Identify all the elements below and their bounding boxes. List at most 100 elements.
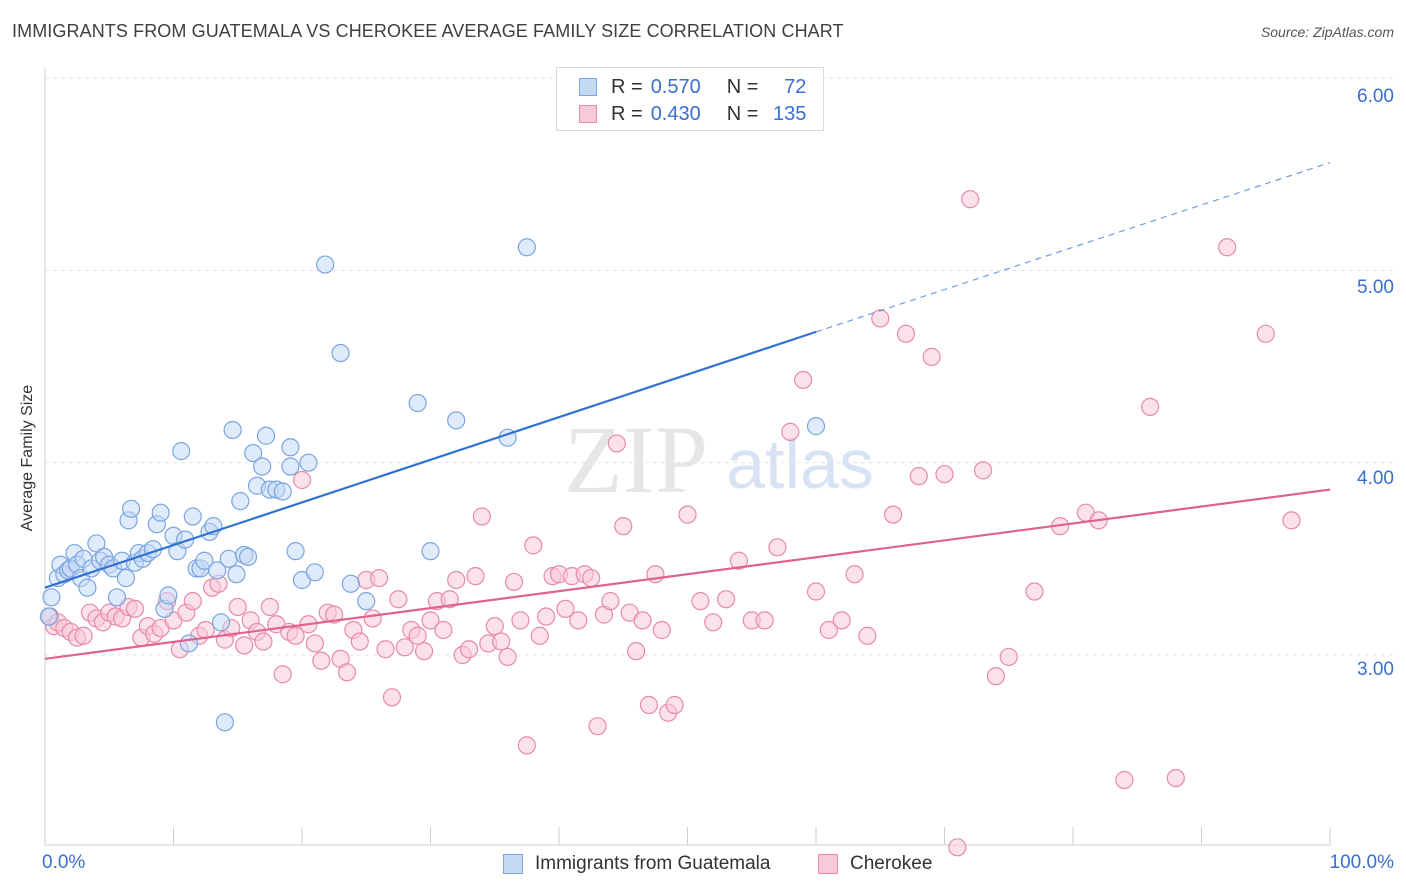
guatemala-points <box>39 238 826 732</box>
cherokee-point <box>832 611 851 630</box>
cherokee-point <box>1115 770 1134 790</box>
cherokee-point <box>337 663 357 682</box>
cherokee-point <box>492 632 511 651</box>
cherokee-point <box>961 190 980 209</box>
guatemala-point <box>299 453 318 472</box>
guatemala-point <box>408 393 427 413</box>
cherokee-point <box>781 422 800 441</box>
cherokee-point <box>626 642 646 661</box>
cherokee-point <box>755 611 774 630</box>
cherokee-point <box>845 565 864 584</box>
cherokee-point <box>440 590 459 609</box>
guatemala-point <box>253 457 272 476</box>
legend-n-value: 135 <box>773 102 807 125</box>
guatemala-point <box>316 255 335 274</box>
cherokee-point <box>434 620 453 640</box>
cherokee-point <box>1140 397 1160 416</box>
guatemala-point <box>231 492 250 511</box>
bottom-legend-label: Cherokee <box>850 853 933 874</box>
guatemala-point <box>195 551 214 570</box>
cherokee-point <box>691 592 710 611</box>
guatemala-point <box>151 503 170 522</box>
cherokee-point <box>292 470 312 490</box>
legend-r-label: R = <box>611 75 643 98</box>
cherokee-point <box>871 309 890 328</box>
guatemala-point <box>281 457 300 476</box>
guatemala-point <box>87 534 106 553</box>
guatemala-point <box>357 592 376 611</box>
legend-r-value: 0.570 <box>650 75 701 98</box>
cherokee-point <box>935 465 954 484</box>
cherokee-point <box>556 599 575 618</box>
cherokee-point <box>1025 582 1044 601</box>
cherokee-point <box>819 620 838 640</box>
cherokee-point <box>633 611 652 630</box>
cherokee-point <box>183 592 202 611</box>
axes <box>44 68 1331 846</box>
guatemala-point <box>215 713 234 732</box>
correlation-legend: R = 0.570 N = 72 R = 0.430 N = 135 <box>556 67 824 131</box>
guatemala-point <box>39 607 58 626</box>
cherokee-trend-line <box>44 488 1331 660</box>
cherokee-point <box>999 647 1018 667</box>
cherokee-point <box>678 505 697 524</box>
cherokee-point <box>922 347 941 366</box>
guatemala-point <box>331 343 350 363</box>
cherokee-point <box>363 609 382 628</box>
guatemala-point <box>211 613 231 632</box>
cherokee-point <box>485 617 504 636</box>
guatemala-point <box>183 507 202 526</box>
cherokee-point <box>273 665 292 684</box>
cherokee-point <box>498 647 517 667</box>
y-tick-4: 4.00 <box>1357 468 1394 489</box>
guatemala-point <box>78 578 97 597</box>
legend-swatch-blue <box>579 78 597 96</box>
cherokee-point <box>376 640 395 659</box>
cherokee-point <box>858 626 877 645</box>
cherokee-point <box>466 567 485 586</box>
cherokee-point <box>973 461 993 480</box>
cherokee-point <box>382 688 402 707</box>
bottom-legend-swatch-pink <box>818 854 838 874</box>
x-tick-min: 0.0% <box>42 852 86 873</box>
guatemala-point <box>219 549 238 568</box>
cherokee-point <box>794 370 813 390</box>
legend-swatch-pink <box>579 105 597 123</box>
cherokee-point <box>704 613 723 632</box>
watermark-atlas: atlas <box>726 425 874 503</box>
legend-r-label: R = <box>611 102 643 125</box>
chart-title: IMMIGRANTS FROM GUATEMALA VS CHEROKEE AV… <box>12 21 844 41</box>
cherokee-point <box>639 695 659 715</box>
cherokee-point <box>716 590 736 609</box>
guatemala-point <box>172 442 191 461</box>
legend-n-label: N = <box>726 75 759 98</box>
cherokee-point <box>582 568 601 588</box>
cherokee-point <box>370 568 389 588</box>
cherokee-point <box>395 638 414 657</box>
bottom-legend-guatemala: Immigrants from Guatemala <box>503 853 770 875</box>
cherokee-point <box>614 517 633 536</box>
cherokee-point <box>986 667 1006 686</box>
cherokee-point <box>472 507 491 526</box>
cherokee-point <box>408 626 427 645</box>
y-tick-6: 6.00 <box>1357 86 1394 107</box>
cherokee-point <box>421 611 440 630</box>
guatemala-point <box>341 574 360 593</box>
cherokee-point <box>1166 768 1185 788</box>
cherokee-point <box>1256 324 1275 343</box>
cherokee-point <box>530 626 549 645</box>
guatemala-point <box>179 634 199 653</box>
grid-lines <box>45 77 1395 656</box>
cherokee-point <box>254 632 273 651</box>
legend-r-value: 0.430 <box>650 102 701 125</box>
cherokee-point <box>607 434 626 453</box>
cherokee-point <box>729 551 749 570</box>
cherokee-point <box>350 632 369 651</box>
guatemala-point <box>227 565 246 584</box>
trend-lines <box>44 162 1331 660</box>
cherokee-point <box>588 717 607 736</box>
cherokee-point <box>447 570 466 590</box>
guatemala-point <box>159 586 178 605</box>
cherokee-point <box>806 582 826 601</box>
cherokee-point <box>517 736 536 755</box>
